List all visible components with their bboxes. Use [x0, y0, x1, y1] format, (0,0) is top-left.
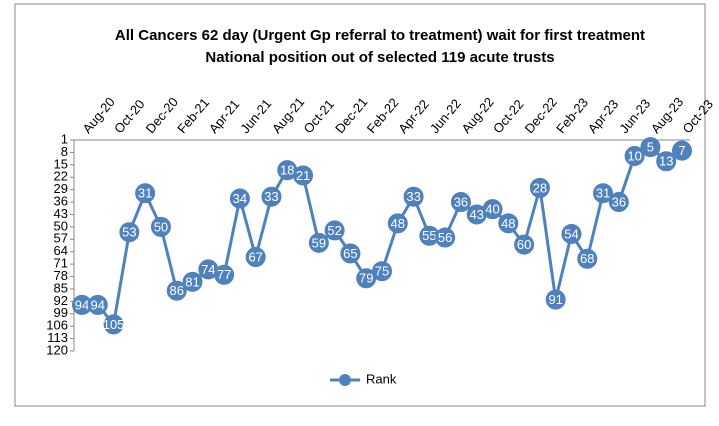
chart-border	[14, 3, 706, 407]
marker	[403, 186, 424, 207]
data-label: 79	[359, 271, 373, 286]
y-tick-label: 36	[54, 193, 68, 208]
data-label: 54	[564, 226, 578, 241]
y-tick-label: 106	[46, 318, 68, 333]
marker	[529, 177, 550, 198]
data-label: 43	[470, 207, 484, 222]
marker	[435, 227, 456, 248]
y-tick-label: 1	[61, 131, 68, 146]
marker	[87, 294, 108, 315]
marker	[166, 280, 187, 301]
data-label: 59	[312, 235, 326, 250]
data-label: 86	[170, 283, 184, 298]
data-label: 74	[201, 262, 215, 277]
marker	[545, 289, 566, 310]
y-tick-label: 92	[54, 293, 68, 308]
chart-title: All Cancers 62 day (Urgent Gp referral t…	[115, 27, 645, 44]
marker	[514, 234, 535, 255]
data-label: 10	[627, 148, 641, 163]
marker	[119, 222, 140, 243]
marker	[482, 199, 503, 220]
legend-marker	[339, 374, 351, 386]
data-label: 50	[154, 219, 168, 234]
y-tick-label: 99	[54, 305, 68, 320]
marker	[387, 213, 408, 234]
marker	[561, 223, 582, 244]
y-tick-label: 43	[54, 206, 68, 221]
data-label: 77	[217, 267, 231, 282]
marker	[150, 216, 171, 237]
marker	[135, 183, 156, 204]
marker	[293, 165, 314, 186]
data-label: 75	[375, 264, 389, 279]
y-tick-label: 113	[47, 330, 68, 345]
marker	[656, 151, 677, 172]
marker	[640, 137, 661, 158]
data-label: 52	[327, 223, 341, 238]
y-tick-label: 8	[61, 144, 68, 159]
legend-label: Rank	[366, 371, 397, 386]
marker	[324, 220, 345, 241]
data-label: 56	[438, 230, 452, 245]
data-label: 53	[122, 225, 136, 240]
marker	[608, 192, 629, 213]
data-label: 13	[659, 154, 673, 169]
data-label: 60	[517, 237, 531, 252]
data-label: 94	[91, 297, 105, 312]
data-label: 33	[406, 189, 420, 204]
data-label: 31	[138, 186, 152, 201]
marker	[229, 188, 250, 209]
data-label: 7	[678, 143, 685, 158]
marker	[103, 314, 124, 335]
y-tick-label: 120	[46, 342, 68, 357]
marker	[245, 247, 266, 268]
marker	[214, 264, 235, 285]
marker	[624, 145, 645, 166]
marker	[372, 261, 392, 282]
y-tick-label: 22	[54, 169, 68, 184]
y-tick-label: 50	[54, 218, 68, 233]
data-label: 48	[391, 216, 405, 231]
y-tick-label: 57	[54, 231, 68, 246]
data-label: 81	[185, 274, 199, 289]
y-tick-label: 29	[54, 181, 68, 196]
data-label: 34	[233, 191, 247, 206]
data-label: 91	[548, 292, 562, 307]
data-label: 55	[422, 228, 436, 243]
marker	[182, 271, 203, 292]
marker	[308, 232, 329, 253]
marker	[340, 243, 361, 264]
data-label: 28	[533, 180, 547, 195]
data-label: 40	[485, 202, 499, 217]
data-label: 105	[103, 317, 125, 332]
y-tick-label: 71	[54, 256, 68, 271]
data-label: 65	[343, 246, 357, 261]
marker	[498, 213, 519, 234]
data-label: 36	[454, 194, 468, 209]
y-tick-label: 15	[54, 156, 68, 171]
chart-subtitle: National position out of selected 119 ac…	[205, 49, 554, 66]
y-tick-label: 78	[54, 268, 68, 283]
y-tick-label: 85	[54, 280, 68, 295]
marker	[593, 183, 614, 204]
data-label: 21	[296, 168, 310, 183]
data-label: 68	[580, 251, 594, 266]
data-label: 36	[612, 194, 626, 209]
data-label: 67	[248, 249, 262, 264]
y-tick-label: 64	[54, 243, 68, 258]
data-label: 31	[596, 186, 610, 201]
data-label: 48	[501, 216, 515, 231]
marker	[577, 248, 598, 269]
marker	[261, 186, 282, 207]
marker	[672, 140, 692, 161]
data-label: 33	[264, 189, 278, 204]
data-label: 18	[280, 163, 294, 178]
data-label: 94	[75, 297, 89, 312]
marker	[450, 192, 471, 213]
data-label: 5	[647, 140, 654, 155]
